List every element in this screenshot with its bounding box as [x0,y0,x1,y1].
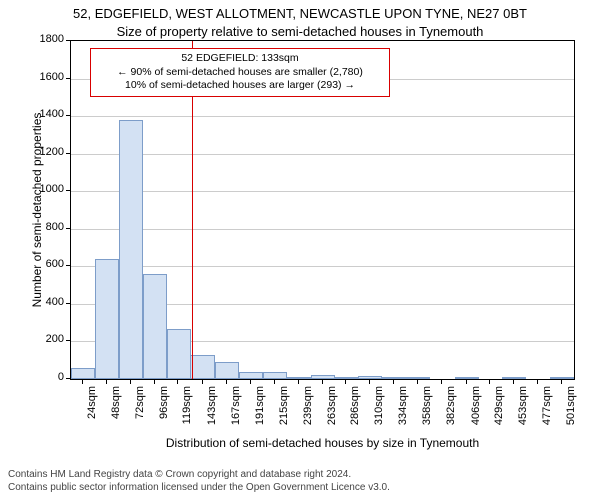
x-tick-mark [393,380,394,384]
x-tick-mark [489,380,490,384]
x-tick-mark [322,380,323,384]
x-tick-label: 167sqm [230,386,242,446]
histogram-bar [335,377,359,379]
x-tick-label: 119sqm [181,386,193,446]
y-tick-mark [66,378,70,379]
x-tick-label: 96sqm [158,386,170,446]
annotation-line3: 10% of semi-detached houses are larger (… [97,79,383,93]
x-tick-mark [177,380,178,384]
histogram-bar [95,259,119,379]
histogram-bar [167,329,191,379]
x-tick-mark [466,380,467,384]
histogram-bar [358,376,382,379]
histogram-bar [119,120,143,379]
x-tick-mark [298,380,299,384]
x-tick-label: 72sqm [134,386,146,446]
y-tick-label: 200 [4,333,64,345]
histogram-bar [71,368,95,379]
gridline [71,266,574,267]
gridline [71,191,574,192]
x-tick-label: 48sqm [110,386,122,446]
y-tick-mark [66,340,70,341]
y-tick-mark [66,265,70,266]
x-tick-label: 382sqm [445,386,457,446]
x-tick-label: 310sqm [373,386,385,446]
x-tick-label: 24sqm [86,386,98,446]
x-tick-label: 286sqm [349,386,361,446]
y-tick-label: 1600 [4,71,64,83]
annotation-line1: 52 EDGEFIELD: 133sqm [97,52,383,66]
y-tick-mark [66,78,70,79]
x-tick-mark [417,380,418,384]
histogram-bar [143,274,167,379]
y-tick-mark [66,40,70,41]
x-tick-label: 191sqm [254,386,266,446]
x-tick-mark [441,380,442,384]
x-tick-label: 143sqm [206,386,218,446]
y-tick-mark [66,303,70,304]
x-tick-label: 453sqm [517,386,529,446]
x-tick-label: 358sqm [421,386,433,446]
y-tick-mark [66,190,70,191]
histogram-bar [455,377,479,379]
x-tick-label: 239sqm [302,386,314,446]
y-tick-label: 1200 [4,146,64,158]
y-tick-label: 1400 [4,108,64,120]
gridline [71,154,574,155]
histogram-bar [502,377,526,379]
x-tick-label: 406sqm [470,386,482,446]
x-tick-label: 477sqm [541,386,553,446]
chart-title-line2: Size of property relative to semi-detach… [0,24,600,39]
histogram-bar [215,362,239,379]
histogram-bar [382,377,406,379]
histogram-bar [550,377,574,379]
y-tick-mark [66,115,70,116]
y-tick-label: 600 [4,258,64,270]
x-tick-mark [513,380,514,384]
y-tick-label: 400 [4,296,64,308]
x-tick-mark [561,380,562,384]
x-tick-mark [537,380,538,384]
histogram-bar [406,377,430,379]
footer-line1: Contains HM Land Registry data © Crown c… [8,469,592,482]
x-tick-mark [106,380,107,384]
gridline [71,116,574,117]
y-tick-label: 800 [4,221,64,233]
x-tick-label: 263sqm [326,386,338,446]
x-tick-label: 501sqm [565,386,577,446]
x-tick-label: 215sqm [278,386,290,446]
histogram-bar [311,375,335,379]
x-tick-mark [369,380,370,384]
y-axis-label: Number of semi-detached properties [30,40,44,380]
y-tick-mark [66,153,70,154]
x-tick-mark [345,380,346,384]
histogram-bar [263,372,287,379]
x-tick-mark [250,380,251,384]
x-tick-label: 334sqm [397,386,409,446]
figure-container: 52, EDGEFIELD, WEST ALLOTMENT, NEWCASTLE… [0,0,600,500]
x-tick-mark [202,380,203,384]
footer-line2: Contains public sector information licen… [8,482,592,495]
x-tick-mark [154,380,155,384]
y-tick-label: 0 [4,371,64,383]
annotation-line2: ← 90% of semi-detached houses are smalle… [97,66,383,80]
x-tick-mark [130,380,131,384]
footer-attribution: Contains HM Land Registry data © Crown c… [8,469,592,494]
x-tick-mark [274,380,275,384]
histogram-bar [190,355,214,379]
y-tick-label: 1800 [4,33,64,45]
gridline [71,229,574,230]
y-tick-mark [66,228,70,229]
x-tick-mark [82,380,83,384]
histogram-bar [287,377,311,379]
annotation-box: 52 EDGEFIELD: 133sqm ← 90% of semi-detac… [90,48,390,97]
chart-title-line1: 52, EDGEFIELD, WEST ALLOTMENT, NEWCASTLE… [0,6,600,21]
x-tick-mark [226,380,227,384]
y-tick-label: 1000 [4,183,64,195]
histogram-bar [239,372,263,379]
x-tick-label: 429sqm [493,386,505,446]
